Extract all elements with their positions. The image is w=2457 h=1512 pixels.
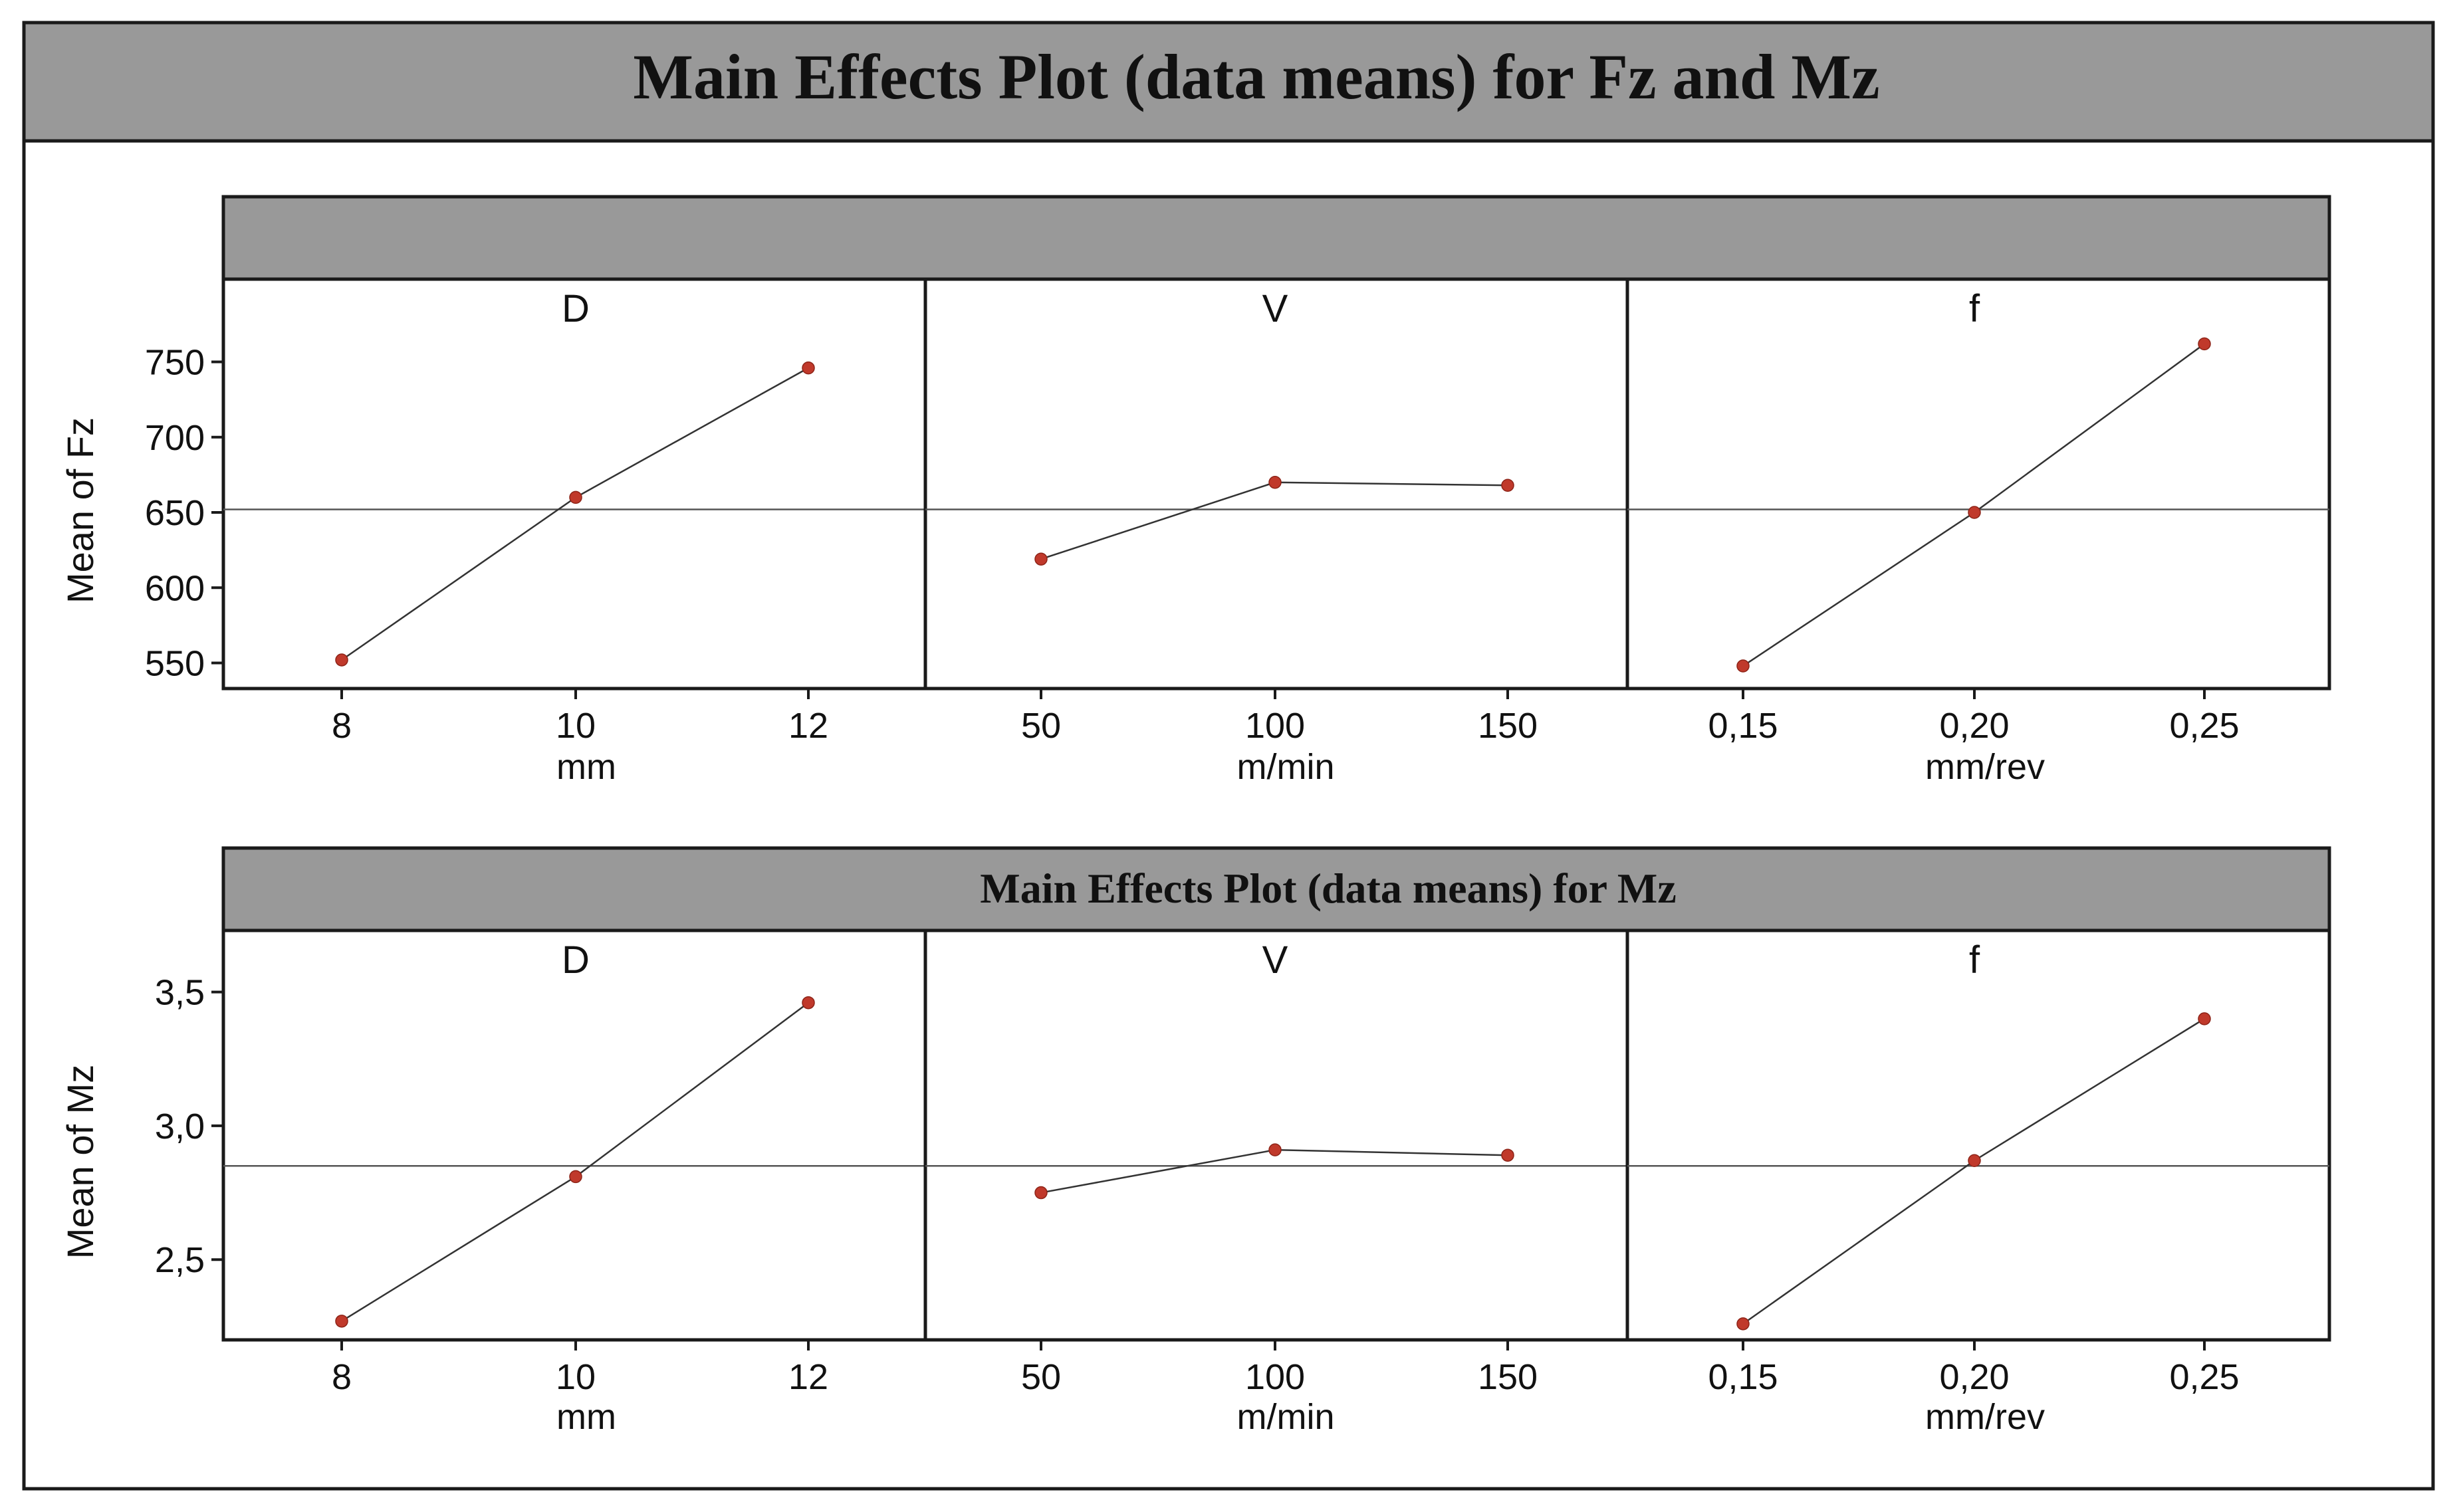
- x-tick-label: 0,15: [1708, 706, 1778, 746]
- data-point: [1268, 1143, 1282, 1156]
- panel-f: f 0,15 0,20 0,25 mm/rev: [1625, 277, 2331, 787]
- x-axis-unit-label: m/min: [1237, 747, 1335, 787]
- y-tick-label: 3,0: [155, 1107, 205, 1146]
- y-axis-label: Mean of Fz: [59, 417, 101, 603]
- panel-frame: [221, 928, 927, 1342]
- figure-title: Main Effects Plot (data means) for Fz an…: [633, 41, 1879, 112]
- x-tick-label: 8: [332, 1357, 352, 1397]
- data-point: [1736, 659, 1750, 673]
- y-tick-label: 750: [145, 343, 205, 383]
- panel-frame: [1625, 277, 2331, 691]
- chart-header-band: [221, 195, 2331, 281]
- panel-v: V 50 100 150 m/min: [923, 928, 1629, 1437]
- x-tick-label: 0,25: [2169, 1357, 2239, 1397]
- data-point: [802, 996, 815, 1010]
- y-tick-label: 550: [145, 644, 205, 684]
- y-tick-label: 600: [145, 568, 205, 608]
- x-tick-label: 12: [788, 1357, 828, 1397]
- x-tick-label: 0,20: [1939, 1357, 2009, 1397]
- x-tick-label: 150: [1478, 706, 1538, 746]
- panel-factor-label: D: [562, 938, 590, 982]
- chart-mz: Main Effects Plot (data means) for Mz D 8 1…: [59, 846, 2331, 1437]
- chart-header-band: [221, 846, 2331, 932]
- chart-fz: D 8 10 12 mm V 50 100 150 m/min f 0,15 0,20 0,25 mm/re…: [59, 195, 2331, 787]
- x-axis-unit-label: mm: [556, 747, 616, 787]
- x-tick-label: 150: [1478, 1357, 1538, 1397]
- y-tick-label: 3,5: [155, 973, 205, 1013]
- y-axis-label: Mean of Mz: [59, 1065, 101, 1259]
- x-tick-label: 8: [332, 706, 352, 746]
- x-axis-unit-label: mm: [556, 1397, 616, 1437]
- panel-d: D 8 10 12 mm: [221, 928, 927, 1437]
- panel-d: D 8 10 12 mm: [221, 277, 927, 787]
- x-tick-label: 10: [556, 706, 596, 746]
- title-band: [22, 21, 2435, 143]
- x-axis-unit-label: m/min: [1237, 1397, 1335, 1437]
- chart-header-title: Main Effects Plot (data means) for Mz: [980, 865, 1676, 912]
- x-tick-label: 50: [1021, 1357, 1061, 1397]
- data-point: [802, 361, 815, 375]
- panel-factor-label: V: [1262, 938, 1288, 982]
- data-point: [335, 1315, 348, 1328]
- data-point: [1034, 552, 1048, 566]
- panel-f: f 0,15 0,20 0,25 mm/rev: [1625, 928, 2331, 1437]
- panel-v: V 50 100 150 m/min: [923, 277, 1629, 787]
- x-tick-label: 0,20: [1939, 706, 2009, 746]
- y-tick-label: 650: [145, 493, 205, 533]
- data-point: [1736, 1317, 1750, 1331]
- data-point: [1968, 1154, 1981, 1167]
- panel-frame: [1625, 928, 2331, 1342]
- y-tick-label: 700: [145, 418, 205, 458]
- panel-frame: [923, 928, 1629, 1342]
- data-point: [335, 653, 348, 667]
- data-point: [569, 1170, 582, 1184]
- data-point: [2198, 337, 2211, 351]
- x-tick-label: 100: [1245, 706, 1305, 746]
- x-tick-label: 10: [556, 1357, 596, 1397]
- panel-frame: [221, 277, 927, 691]
- panel-factor-label: f: [1969, 287, 1980, 330]
- charts-container: D 8 10 12 mm V 50 100 150 m/min f 0,15 0,20 0,25 mm/re…: [59, 195, 2331, 1437]
- data-point: [1968, 506, 1981, 519]
- x-tick-label: 0,25: [2169, 706, 2239, 746]
- data-point: [1268, 475, 1282, 489]
- x-tick-label: 50: [1021, 706, 1061, 746]
- x-tick-label: 12: [788, 706, 828, 746]
- panel-factor-label: V: [1262, 287, 1288, 330]
- panel-factor-label: f: [1969, 938, 1980, 982]
- panel-factor-label: D: [562, 287, 590, 330]
- x-axis-unit-label: mm/rev: [1925, 1397, 2045, 1437]
- y-tick-label: 2,5: [155, 1240, 205, 1280]
- data-point: [1501, 1148, 1514, 1162]
- data-point: [569, 490, 582, 504]
- x-tick-label: 100: [1245, 1357, 1305, 1397]
- x-tick-label: 0,15: [1708, 1357, 1778, 1397]
- data-point: [1034, 1186, 1048, 1200]
- data-point: [2198, 1012, 2211, 1026]
- x-axis-unit-label: mm/rev: [1925, 747, 2045, 787]
- data-point: [1501, 479, 1514, 492]
